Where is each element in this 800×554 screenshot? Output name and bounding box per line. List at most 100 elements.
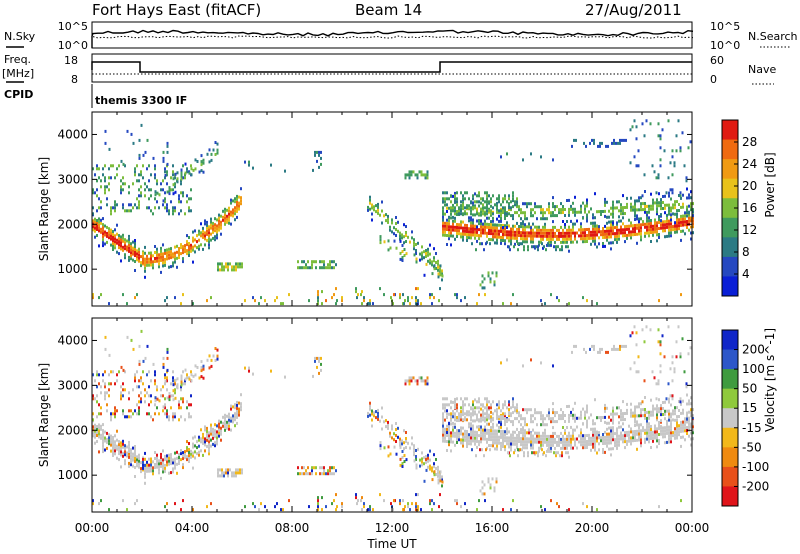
velocity-cell	[492, 441, 494, 445]
power-cell	[180, 171, 183, 175]
power-cell	[96, 209, 98, 213]
velocity-cell	[391, 424, 393, 428]
power-cell	[486, 225, 488, 229]
power-cell	[638, 208, 640, 212]
power-cell	[235, 268, 237, 272]
velocity-cell	[582, 440, 584, 444]
velocity-cell	[379, 493, 381, 497]
power-cell	[502, 236, 504, 239]
power-cell	[690, 216, 692, 220]
velocity-cell	[180, 374, 183, 378]
velocity-cell	[444, 397, 446, 401]
power-cell	[558, 211, 560, 215]
power-cell	[387, 217, 389, 221]
velocity-cell	[92, 418, 94, 422]
power-cell	[562, 208, 564, 211]
velocity-cell	[606, 435, 608, 439]
velocity-cell	[423, 462, 425, 466]
velocity-cell	[671, 361, 674, 365]
velocity-cell	[166, 415, 168, 419]
velocity-cell	[655, 397, 658, 401]
power-cell	[122, 293, 124, 297]
power-cell	[610, 232, 612, 236]
power-cell	[466, 212, 468, 216]
power-cell	[369, 302, 371, 306]
power-cell	[492, 232, 494, 236]
power-cell	[202, 235, 204, 239]
velocity-cell	[218, 422, 220, 426]
power-cell	[160, 249, 162, 253]
power-cell	[236, 200, 238, 204]
power-cell	[120, 188, 122, 192]
power-cell	[130, 209, 132, 213]
velocity-cell	[610, 429, 612, 433]
velocity-cell	[130, 448, 132, 452]
velocity-cell	[156, 456, 158, 460]
power-cell	[532, 234, 534, 238]
velocity-cell	[112, 370, 114, 374]
velocity-cell	[166, 388, 168, 392]
power-cell	[460, 299, 462, 303]
power-cell	[217, 265, 219, 269]
power-cell	[490, 223, 492, 227]
power-cell	[636, 214, 638, 218]
velocity-cell	[369, 413, 371, 417]
velocity-cell	[235, 474, 237, 478]
power-cell	[128, 255, 130, 259]
power-cell	[524, 211, 526, 215]
power-cell	[526, 217, 528, 221]
velocity-cell	[568, 440, 570, 444]
power-cell	[462, 235, 464, 239]
velocity-cell	[160, 394, 162, 398]
power-cell	[450, 200, 452, 204]
velocity-cell	[452, 434, 454, 438]
power-cell	[112, 239, 114, 242]
power-cell	[590, 207, 592, 211]
velocity-cell	[168, 471, 170, 475]
velocity-cell	[686, 420, 688, 424]
velocity-cell	[96, 373, 98, 377]
power-cell	[668, 231, 670, 235]
velocity-cell	[576, 425, 578, 429]
velocity-cell	[676, 418, 678, 422]
velocity-cell	[532, 428, 534, 432]
velocity-cell	[574, 416, 576, 420]
power-cell	[616, 237, 618, 241]
velocity-cell	[615, 347, 617, 351]
velocity-cell	[640, 411, 642, 415]
velocity-cell	[674, 412, 676, 416]
velocity-cell	[637, 370, 640, 374]
velocity-cell	[616, 434, 618, 438]
power-cell	[676, 218, 678, 222]
power-cell	[612, 200, 614, 204]
power-cell	[528, 231, 530, 235]
velocity-cell	[198, 450, 200, 454]
power-cell	[202, 247, 204, 251]
velocity-cell	[318, 356, 320, 360]
velocity-cell	[176, 456, 178, 460]
power-cell	[146, 206, 148, 210]
power-cell	[596, 224, 598, 228]
power-cell	[404, 173, 407, 177]
power-cell	[633, 155, 636, 159]
power-cell	[239, 265, 241, 269]
power-cell	[489, 280, 492, 284]
velocity-cell	[454, 412, 456, 416]
power-cell	[462, 220, 464, 224]
velocity-cell	[314, 356, 316, 360]
velocity-cell	[146, 469, 148, 473]
power-cell	[110, 243, 112, 247]
velocity-cell	[106, 437, 108, 441]
power-cell	[331, 260, 333, 264]
velocity-cell	[523, 451, 525, 455]
velocity-cell	[482, 437, 484, 441]
velocity-cell	[687, 352, 690, 356]
velocity-cell	[172, 383, 175, 387]
power-cell	[484, 191, 486, 195]
velocity-cell	[601, 347, 603, 351]
power-cell	[180, 182, 182, 186]
power-cell	[480, 213, 482, 217]
velocity-cell	[116, 379, 118, 383]
velocity-cell	[164, 457, 166, 461]
power-cell	[668, 225, 670, 229]
